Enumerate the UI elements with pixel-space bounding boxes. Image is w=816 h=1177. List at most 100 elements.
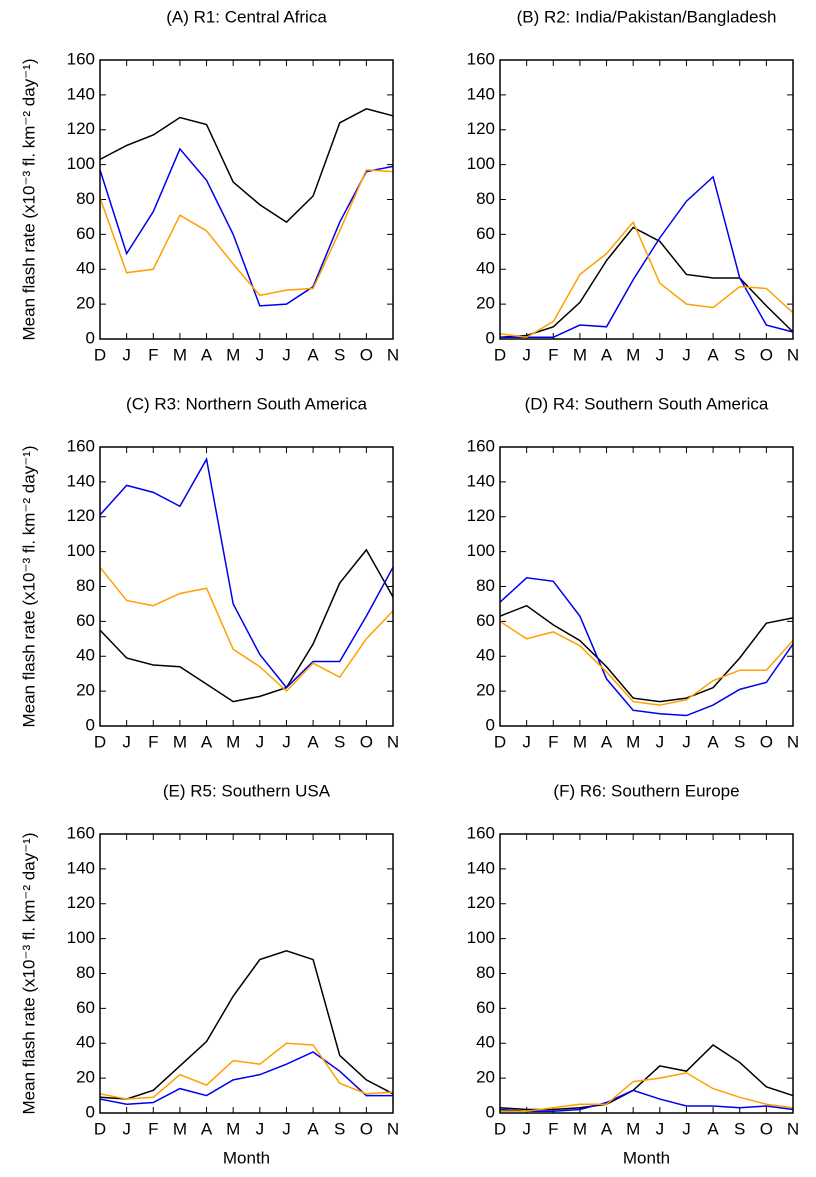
x-tick-label: F (548, 732, 558, 751)
y-tick-label: 160 (467, 49, 495, 68)
x-tick-label: F (148, 1119, 158, 1138)
x-tick-label: A (601, 732, 613, 751)
x-tick-label: O (360, 345, 373, 364)
x-tick-label: M (226, 345, 240, 364)
data-line (99, 1042, 394, 1100)
y-tick-label: 0 (86, 328, 95, 347)
x-tick-label: A (707, 345, 719, 364)
x-tick-label: A (201, 732, 213, 751)
y-tick-label: 60 (476, 611, 495, 630)
x-tick-label: J (282, 345, 291, 364)
x-tick-label: J (682, 1119, 691, 1138)
y-tick-label: 100 (467, 928, 495, 947)
x-tick-label: J (256, 732, 265, 751)
y-tick-label: 40 (76, 1033, 95, 1052)
x-tick-label: A (601, 1119, 613, 1138)
y-tick-label: 40 (476, 646, 495, 665)
y-tick-label: 20 (76, 681, 95, 700)
x-tick-label: N (787, 732, 799, 751)
panel-title: (A) R1: Central Africa (166, 7, 327, 26)
y-tick-label: 160 (67, 436, 95, 455)
x-tick-label: J (122, 732, 131, 751)
x-tick-label: D (494, 1119, 506, 1138)
plot-frame (499, 59, 794, 340)
data-line (500, 1072, 794, 1113)
y-tick-label: 0 (486, 1102, 495, 1121)
data-line (500, 175, 794, 339)
x-tick-label: J (682, 345, 691, 364)
x-tick-label: A (307, 345, 319, 364)
y-tick-label: 160 (67, 823, 95, 842)
x-tick-label: A (307, 732, 319, 751)
data-line (499, 576, 794, 717)
y-tick-label: 80 (76, 963, 95, 982)
y-tick-label: 40 (476, 1033, 495, 1052)
x-tick-label: J (122, 345, 131, 364)
y-tick-label: 120 (467, 506, 495, 525)
y-tick-label: 120 (467, 893, 495, 912)
data-line (99, 566, 394, 693)
x-tick-label: M (173, 1119, 187, 1138)
y-tick-label: 80 (476, 576, 495, 595)
x-axis-label: Month (623, 1148, 670, 1167)
y-tick-label: 60 (76, 611, 95, 630)
x-tick-label: A (707, 732, 719, 751)
data-line (499, 226, 794, 339)
panel-title: (D) R4: Southern South America (525, 394, 769, 413)
x-tick-label: O (760, 1119, 773, 1138)
x-tick-label: M (626, 345, 640, 364)
y-tick-label: 40 (76, 646, 95, 665)
x-tick-label: A (307, 1119, 319, 1138)
y-tick-label: 20 (76, 1068, 95, 1087)
y-tick-label: 60 (476, 998, 495, 1017)
y-tick-label: 140 (467, 858, 495, 877)
x-tick-label: J (682, 732, 691, 751)
y-tick-label: 100 (67, 541, 95, 560)
x-tick-label: J (522, 1119, 531, 1138)
plot-frame (499, 446, 794, 727)
x-tick-label: D (94, 732, 106, 751)
y-tick-label: 0 (86, 715, 95, 734)
x-tick-label: F (548, 345, 558, 364)
data-line (99, 457, 394, 689)
x-tick-label: O (760, 732, 773, 751)
x-tick-label: M (626, 732, 640, 751)
x-tick-label: M (573, 1119, 587, 1138)
data-line (499, 604, 794, 703)
data-line (499, 620, 794, 706)
y-tick-label: 160 (467, 436, 495, 455)
y-tick-label: 40 (476, 259, 495, 278)
x-tick-label: D (94, 345, 106, 364)
panel-title: (F) R6: Southern Europe (553, 781, 739, 800)
y-tick-label: 0 (486, 715, 495, 734)
plot-frame (99, 59, 394, 340)
x-tick-label: S (334, 1119, 345, 1138)
x-tick-label: N (387, 1119, 399, 1138)
x-tick-label: F (148, 345, 158, 364)
data-line (99, 108, 394, 224)
x-tick-label: S (334, 345, 345, 364)
x-tick-label: F (548, 1119, 558, 1138)
x-tick-label: N (387, 732, 399, 751)
x-tick-label: M (626, 1119, 640, 1138)
x-tick-label: J (522, 345, 531, 364)
x-tick-label: N (787, 1119, 799, 1138)
y-tick-label: 140 (67, 471, 95, 490)
x-tick-label: A (707, 1119, 719, 1138)
y-tick-label: 160 (67, 49, 95, 68)
x-tick-label: J (282, 732, 291, 751)
panel-title: (B) R2: India/Pakistan/Bangladesh (517, 7, 777, 26)
x-tick-label: D (494, 345, 506, 364)
plot-frame (99, 446, 394, 727)
y-tick-label: 80 (76, 189, 95, 208)
y-axis-label: Mean flash rate (x10⁻³ fl. km⁻² day⁻¹) (19, 59, 38, 341)
data-line (499, 1044, 794, 1111)
y-axis-label: Mean flash rate (x10⁻³ fl. km⁻² day⁻¹) (19, 446, 38, 728)
x-tick-label: M (173, 732, 187, 751)
x-tick-label: J (522, 732, 531, 751)
data-line (499, 1089, 794, 1113)
data-line (99, 950, 394, 1100)
y-tick-label: 40 (76, 259, 95, 278)
panel-title: (C) R3: Northern South America (126, 394, 367, 413)
